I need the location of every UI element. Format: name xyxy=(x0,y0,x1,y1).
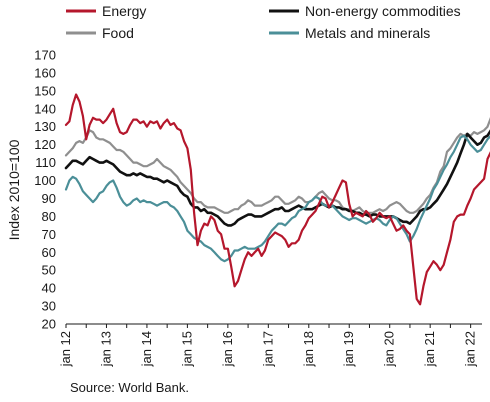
y-tick-label: 60 xyxy=(42,245,56,260)
series-layer xyxy=(64,93,490,306)
y-tick-label: 120 xyxy=(34,137,56,152)
legend-label-energy: Energy xyxy=(102,3,146,19)
legend-label-metals-and-minerals: Metals and minerals xyxy=(305,25,430,41)
y-tick-label: 130 xyxy=(34,119,56,134)
x-tick-label: jan 19 xyxy=(341,331,356,367)
series-line-non-energy-commodities xyxy=(64,129,490,227)
y-tick-label: 170 xyxy=(34,48,56,63)
x-tick-label: jan 13 xyxy=(98,331,113,367)
y-tick-label: 20 xyxy=(42,317,56,332)
legend-label-non-energy-commodities: Non-energy commodities xyxy=(305,3,461,19)
x-axis: jan 12 jan 13 jan 14 jan 15 jan 16 jan 17 jan … xyxy=(58,324,478,367)
x-tick-label: jan 18 xyxy=(301,331,316,367)
y-tick-label: 100 xyxy=(34,173,56,188)
y-tick-label: 150 xyxy=(34,83,56,98)
series-line-metals-and-minerals xyxy=(64,134,490,263)
x-tick-label: jan 17 xyxy=(260,331,275,367)
x-tick-label: jan 14 xyxy=(139,331,154,367)
legend: Energy Non-energy commodities Food Metals a… xyxy=(66,3,461,41)
x-tick-label: jan 16 xyxy=(220,331,235,367)
x-tick-label: jan 22 xyxy=(463,331,478,367)
legend-label-food: Food xyxy=(102,25,134,41)
y-tick-label: 70 xyxy=(42,227,56,242)
y-tick-label: 80 xyxy=(42,209,56,224)
y-tick-label: 30 xyxy=(42,299,56,314)
x-tick-label: jan 12 xyxy=(58,331,73,367)
y-axis: 20 30 40 50 60 70 80 90 100 110 120 130 140 150 160 170 xyxy=(34,48,56,332)
x-tick-label: jan 20 xyxy=(382,331,397,367)
y-tick-label: 90 xyxy=(42,191,56,206)
series-line-food xyxy=(64,116,490,214)
y-tick-label: 140 xyxy=(34,101,56,116)
x-tick-label: jan 15 xyxy=(179,331,194,367)
y-axis-label: Index 2010=100 xyxy=(6,139,22,240)
y-tick-label: 160 xyxy=(34,65,56,80)
y-tick-label: 50 xyxy=(42,263,56,278)
x-tick-label: jan 21 xyxy=(422,331,437,367)
y-tick-label: 40 xyxy=(42,281,56,296)
source-note: Source: World Bank. xyxy=(70,380,189,395)
series-line-energy xyxy=(64,93,490,306)
y-tick-label: 110 xyxy=(35,155,56,170)
